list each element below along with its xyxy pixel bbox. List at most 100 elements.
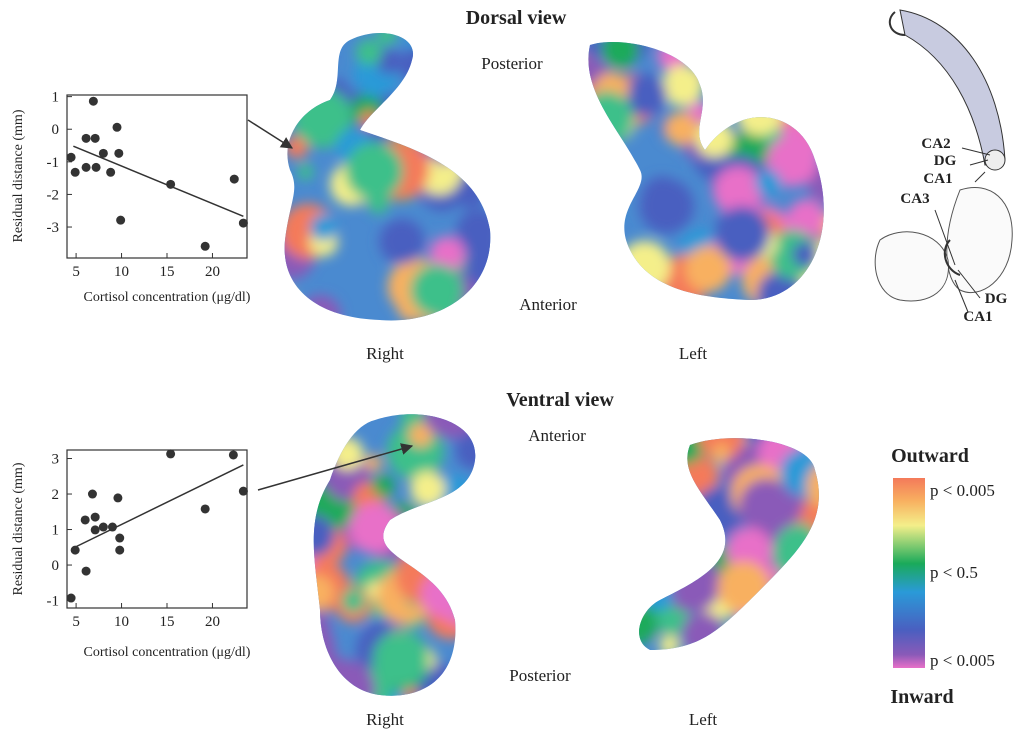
surface-patch — [608, 578, 642, 612]
surface-patch — [580, 91, 634, 145]
surface-patch — [780, 449, 828, 497]
surface-patch — [636, 455, 662, 481]
surface-patch — [303, 34, 331, 62]
surface-patch — [349, 502, 400, 553]
surface-patch — [649, 519, 698, 568]
surface-pattern — [604, 407, 860, 676]
point — [115, 546, 124, 555]
point — [71, 168, 80, 177]
surface-patch — [312, 423, 346, 457]
surface-patch — [329, 403, 352, 426]
surface-patch — [300, 295, 341, 336]
surface-patch — [814, 428, 836, 450]
surface-patch — [472, 69, 516, 113]
surface-patch — [304, 653, 350, 699]
legend-level: p < 0.005 — [930, 481, 995, 500]
point — [89, 97, 98, 106]
point — [115, 534, 124, 543]
color-bar — [893, 478, 925, 668]
point — [116, 216, 125, 225]
surface-patch — [463, 532, 491, 560]
color-legend: Outward p < 0.005 p < 0.5 p < 0.005 Inwa… — [890, 445, 995, 708]
y-tick-label: -1 — [47, 155, 60, 171]
surface-patch — [717, 13, 769, 65]
surface-patch — [449, 558, 472, 581]
y-axis-label: Residual distance (mm) — [11, 462, 26, 595]
surface-patch — [779, 72, 798, 91]
surface-patch — [310, 214, 337, 241]
direction-label: Posterior — [481, 54, 543, 73]
surface-patch — [803, 576, 843, 616]
surface-patch — [778, 52, 831, 105]
point — [99, 523, 108, 532]
surface-patch — [410, 471, 445, 506]
side-label: Left — [679, 344, 708, 363]
surface-patch — [287, 48, 307, 68]
surface-patch — [643, 581, 673, 611]
surface-patch — [663, 552, 694, 583]
surface-patch — [400, 47, 438, 85]
surface-patch — [356, 39, 382, 65]
x-tick-label: 20 — [205, 614, 220, 630]
surface-patch — [781, 22, 831, 72]
surface-patch — [377, 24, 398, 45]
surface-patch — [439, 81, 471, 113]
point — [67, 594, 76, 603]
surface-patch — [391, 115, 422, 146]
point — [67, 153, 76, 162]
point — [201, 242, 210, 251]
region-label: CA1 — [923, 171, 952, 187]
surface-patch — [773, 524, 831, 582]
surface-patch — [457, 131, 483, 157]
surface-patch — [341, 589, 365, 613]
surface-patch — [379, 219, 424, 264]
surface-patch — [656, 413, 708, 465]
point — [81, 515, 90, 524]
hippocampus-diagram: CA2 DG CA1 CA3 DG CA1 — [875, 10, 1012, 325]
point — [229, 450, 238, 459]
surface-patch — [681, 612, 725, 656]
x-axis-label: Cortisol concentration (μg/dl) — [84, 645, 251, 660]
direction-label: Anterior — [528, 426, 586, 445]
view-title: Ventral view — [506, 389, 614, 411]
x-tick-label: 15 — [160, 614, 175, 630]
direction-label: Posterior — [509, 666, 571, 685]
point — [201, 504, 210, 513]
surface-pattern — [564, 13, 862, 318]
surface-patch — [634, 444, 651, 461]
surface-patch — [459, 25, 491, 57]
surface-patch — [587, 189, 621, 223]
surface-patch — [696, 120, 734, 158]
view-title: Dorsal view — [466, 7, 567, 29]
legend-level: p < 0.5 — [930, 563, 978, 582]
surface-patch — [718, 561, 771, 614]
surface-patch — [299, 611, 331, 643]
surface-patch — [453, 79, 485, 111]
surface-patch — [266, 287, 295, 316]
x-tick-label: 20 — [205, 264, 220, 280]
surface-patch — [442, 306, 465, 329]
surface-patch — [664, 112, 698, 146]
y-tick-label: 2 — [52, 487, 60, 503]
x-axis-label: Cortisol concentration (μg/dl) — [84, 290, 251, 305]
surface-patch — [455, 177, 486, 208]
region-label: CA3 — [900, 191, 929, 207]
y-tick-label: 0 — [52, 558, 60, 574]
surface-patch — [619, 241, 671, 293]
point — [91, 525, 100, 534]
surface-patch — [802, 556, 850, 604]
surface-patch — [662, 65, 704, 107]
point — [114, 149, 123, 158]
surface-patch — [664, 555, 721, 612]
surface-patch — [429, 562, 446, 579]
surface-patch — [760, 54, 791, 85]
surface-patch — [756, 59, 808, 111]
surface-patch — [756, 66, 778, 88]
surface-patch — [584, 37, 604, 57]
side-label: Left — [689, 710, 718, 729]
surface-patch — [620, 548, 636, 564]
point — [82, 134, 91, 143]
surface-patch — [345, 142, 403, 200]
surface-patch — [612, 540, 666, 594]
figure: Dorsal view Posterior Anterior Right Lef… — [0, 0, 1016, 739]
